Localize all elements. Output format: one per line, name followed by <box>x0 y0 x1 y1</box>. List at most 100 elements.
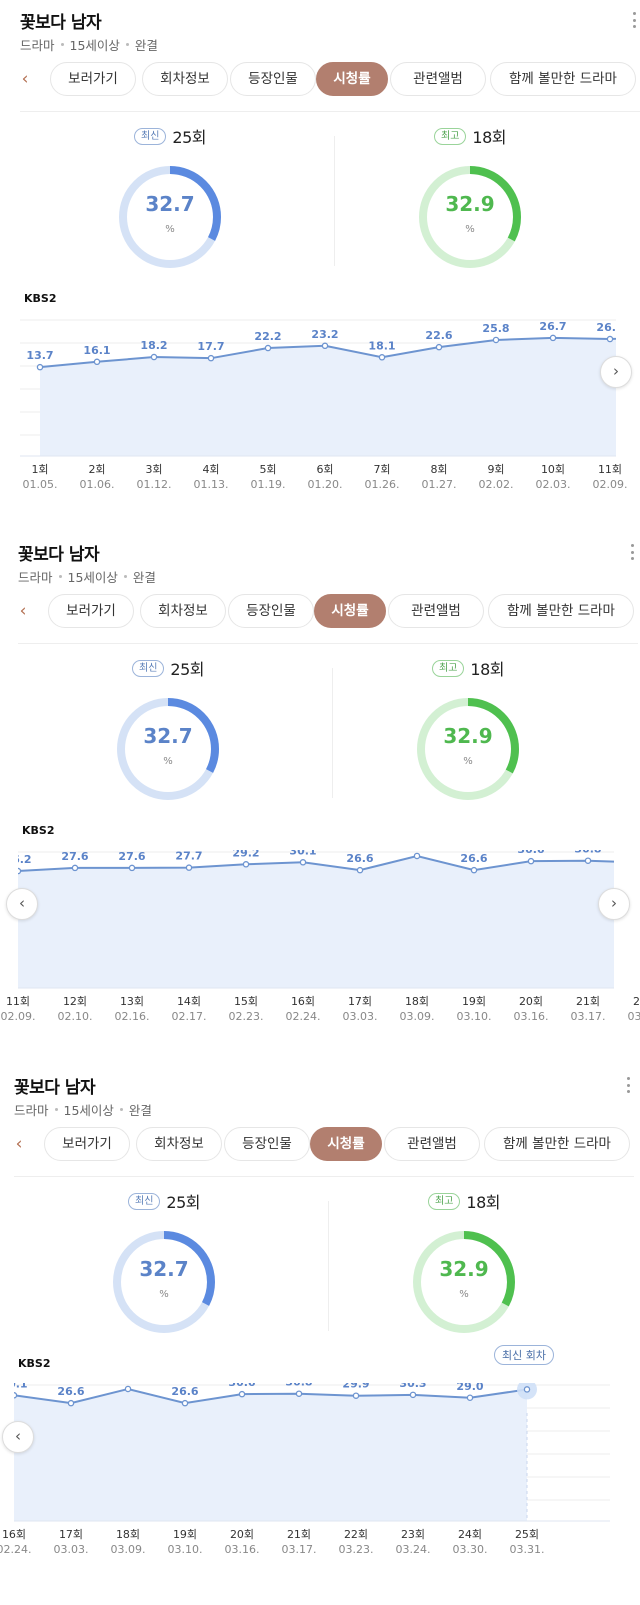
episode-tick: 17회 <box>58 1528 84 1541</box>
date-tick: 02.09. <box>0 1010 36 1023</box>
chevron-left-icon[interactable]: ‹ <box>21 69 29 89</box>
tab-5[interactable]: 함께 볼만한 드라마 <box>484 1127 630 1161</box>
data-label: 30.1 <box>14 1383 28 1390</box>
latest-unit: % <box>163 756 173 767</box>
episode-tick: 17회 <box>347 995 373 1008</box>
show-meta: 드라마 15세이상 완결 <box>14 1100 152 1119</box>
highest-rating-box: 최고 18회 32.9% <box>320 124 620 274</box>
latest-header: 최신 25회 <box>14 1189 314 1213</box>
date-tick: 01.20. <box>307 478 343 491</box>
tab-0[interactable]: 보러가기 <box>44 1127 130 1161</box>
data-label: 30.3 <box>399 1383 426 1390</box>
episode-tick: 21회 <box>575 995 601 1008</box>
data-point <box>299 859 307 866</box>
data-label: 13.7 <box>26 349 53 362</box>
x-tick-label: 19회 03.10. <box>449 994 499 1024</box>
tab-2[interactable]: 등장인물 <box>224 1127 310 1161</box>
show-title: 꽃보다 남자 <box>18 545 100 565</box>
latest-rating-box: 최신 25회 32.7% <box>14 1189 314 1339</box>
x-tick-label: 2회 01.06. <box>72 462 122 492</box>
date-tick: 02.02. <box>478 478 514 491</box>
date-tick: 02.16. <box>114 1010 150 1023</box>
latest-unit: % <box>159 1289 169 1300</box>
highest-badge: 최고 <box>428 1192 461 1210</box>
tab-3[interactable]: 시청률 <box>316 62 388 96</box>
chevron-left-icon[interactable]: ‹ <box>2 1421 34 1453</box>
tab-5[interactable]: 함께 볼만한 드라마 <box>488 594 634 628</box>
data-label: 27.6 <box>61 850 88 863</box>
chevron-right-icon[interactable]: › <box>600 356 632 388</box>
latest-value: 32.7 <box>139 1257 189 1281</box>
meta-separator <box>54 1108 58 1111</box>
more-vertical-icon[interactable] <box>626 1077 630 1093</box>
x-tick-label: 12회 02.10. <box>50 994 100 1024</box>
x-tick-label: 18회 03.09. <box>392 994 442 1024</box>
x-tick-label: 21회 03.17. <box>563 994 613 1024</box>
episode-tick: 1회 <box>31 463 49 476</box>
more-vertical-icon[interactable] <box>630 544 634 560</box>
ratings-chart: 26.726.227.627.627.729.230.126.632.926.6… <box>18 850 614 989</box>
tab-2[interactable]: 등장인물 <box>230 62 316 96</box>
network-label: KBS2 <box>24 292 57 305</box>
tab-5[interactable]: 함께 볼만한 드라마 <box>490 62 636 96</box>
x-tick-label: 16회 02.24. <box>0 1527 39 1557</box>
date-tick: 01.26. <box>364 478 400 491</box>
meta-item: 15세이상 <box>63 1103 114 1118</box>
tab-1[interactable]: 회차정보 <box>136 1127 222 1161</box>
x-tick-label: 11회 02.09. <box>585 462 635 492</box>
ratings-chart: 13.7 16.1 18.2 17.7 22.2 23.2 18.1 22.6 25.8 26.7… <box>20 319 616 457</box>
chevron-left-icon[interactable]: ‹ <box>15 1134 23 1154</box>
chevron-right-icon[interactable]: › <box>598 888 630 920</box>
data-label: 29.9 <box>342 1383 369 1391</box>
tab-3[interactable]: 시청률 <box>310 1127 382 1161</box>
latest-unit: % <box>165 224 175 235</box>
date-tick: 01.13. <box>193 478 229 491</box>
tab-2[interactable]: 등장인물 <box>228 594 314 628</box>
x-tick-label: 13회 02.16. <box>107 994 157 1024</box>
tab-0[interactable]: 보러가기 <box>48 594 134 628</box>
data-point <box>523 1386 531 1393</box>
tab-3[interactable]: 시청률 <box>314 594 386 628</box>
tab-1[interactable]: 회차정보 <box>142 62 228 96</box>
rating-area <box>18 855 614 988</box>
highest-header: 최고 18회 <box>318 656 618 680</box>
ratings-panel: 꽃보다 남자 드라마 15세이상 완결 ‹ 보러가기 회차정보 등장인물 시청률 관련앨범 함께 볼… <box>0 1065 640 1600</box>
rings-divider <box>334 136 335 266</box>
data-point <box>492 336 500 344</box>
episode-tick: 4회 <box>202 463 220 476</box>
data-label: 32.7 <box>513 1383 540 1384</box>
x-tick-label: 15회 02.23. <box>221 994 271 1024</box>
date-tick: 03.17. <box>570 1010 606 1023</box>
data-label: 26.2 <box>18 853 32 866</box>
date-tick: 01.06. <box>79 478 115 491</box>
tab-4[interactable]: 관련앨범 <box>390 62 486 96</box>
meta-item: 15세이상 <box>67 570 118 585</box>
date-tick: 02.09. <box>592 478 628 491</box>
rating-area <box>14 1388 527 1521</box>
tab-1[interactable]: 회차정보 <box>140 594 226 628</box>
data-label: 32.9 <box>114 1383 141 1384</box>
x-tick-label: 10회 02.03. <box>528 462 578 492</box>
highest-value: 32.9 <box>439 1257 489 1281</box>
more-vertical-icon[interactable] <box>632 12 636 28</box>
x-tick-label: 3회 01.12. <box>129 462 179 492</box>
data-point <box>124 1385 132 1393</box>
latest-ring-fill <box>117 698 219 800</box>
tab-0[interactable]: 보러가기 <box>50 62 136 96</box>
data-label: 26.2 <box>596 321 616 334</box>
tab-4[interactable]: 관련앨범 <box>384 1127 480 1161</box>
show-title: 꽃보다 남자 <box>20 13 102 33</box>
data-label: 27.6 <box>118 850 145 863</box>
chevron-left-icon[interactable]: ‹ <box>19 601 27 621</box>
show-meta: 드라마 15세이상 완결 <box>18 567 156 586</box>
date-tick: 03.03. <box>342 1010 378 1023</box>
panel-content: 꽃보다 남자 드라마 15세이상 완결 ‹ 보러가기 회차정보 등장인물 시청률 관련앨범 함께 볼… <box>0 1065 634 1600</box>
latest-badge: 최신 <box>128 1192 161 1210</box>
data-point <box>409 1391 417 1399</box>
chevron-left-icon[interactable]: ‹ <box>6 888 38 920</box>
highest-badge: 최고 <box>432 659 465 677</box>
episode-tick: 25회 <box>514 1528 540 1541</box>
episode-tick: 20회 <box>518 995 544 1008</box>
date-tick: 03.10. <box>456 1010 492 1023</box>
tab-4[interactable]: 관련앨범 <box>388 594 484 628</box>
